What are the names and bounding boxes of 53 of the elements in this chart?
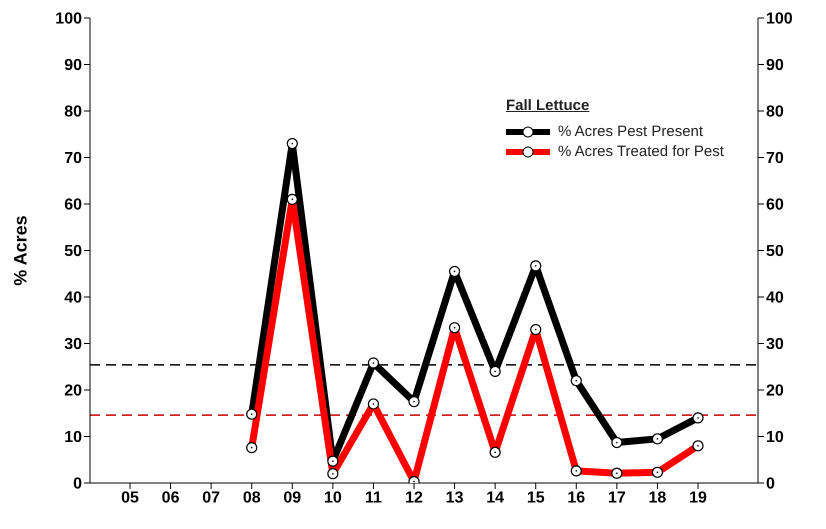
point <box>368 357 380 369</box>
x-tick-label: 18 <box>648 489 666 506</box>
point <box>448 266 460 278</box>
point <box>490 366 501 377</box>
y-tick-label: 60 <box>64 196 82 214</box>
x-tick-label: 08 <box>242 489 261 506</box>
point <box>652 433 664 444</box>
x-tick-label: 13 <box>446 489 464 506</box>
point <box>570 375 582 386</box>
y2-tick-label: 60 <box>766 196 784 214</box>
y2-tick-label: 70 <box>766 150 784 168</box>
x-tick-label: 09 <box>283 489 302 506</box>
y-axis-title: % Acres <box>10 215 30 286</box>
x-tick-label: 17 <box>608 489 626 506</box>
legend-label: % Acres Treated for Pest <box>558 142 724 162</box>
y-tick-label: 90 <box>64 57 82 74</box>
point <box>692 412 704 424</box>
point <box>246 408 258 420</box>
y2-tick-label: 80 <box>766 104 784 121</box>
x-tick-label: 07 <box>202 489 220 506</box>
y-tick-label: 40 <box>64 290 82 307</box>
point <box>530 260 542 272</box>
y-tick-label: 0 <box>73 476 82 493</box>
x-tick-label: 15 <box>526 489 545 506</box>
y-tick-label: 20 <box>64 382 82 400</box>
point <box>286 138 298 150</box>
x-tick-label: 16 <box>567 489 586 506</box>
legend-title: Fall Lettuce <box>506 96 590 116</box>
y-tick-label: 30 <box>64 336 82 354</box>
x-tick-label: 14 <box>486 489 504 506</box>
y-tick-label: 10 <box>64 429 82 446</box>
y-tick-label: 80 <box>64 104 82 121</box>
point <box>611 436 622 448</box>
legend-label: % Acres Pest Present <box>558 122 704 142</box>
x-tick-label: 06 <box>162 489 180 506</box>
y-tick-label: 70 <box>64 150 82 168</box>
y-tick-label: 50 <box>64 243 82 260</box>
point <box>408 396 420 408</box>
y2-tick-label: 40 <box>766 290 784 307</box>
y2-tick-label: 20 <box>766 382 784 400</box>
y2-tick-label: 0 <box>766 476 775 493</box>
y2-tick-label: 100 <box>766 10 793 28</box>
x-tick-label: 11 <box>364 489 382 506</box>
y-tick-label: 100 <box>55 10 82 28</box>
point <box>327 456 338 467</box>
x-tick-label: 05 <box>121 489 139 506</box>
y2-tick-label: 90 <box>766 57 784 74</box>
x-tick-label: 12 <box>405 489 423 506</box>
x-tick-label: 10 <box>324 489 342 506</box>
y2-tick-label: 50 <box>766 243 784 260</box>
y2-tick-label: 10 <box>766 429 784 446</box>
y2-tick-label: 30 <box>766 336 784 354</box>
x-tick-label: 19 <box>689 489 707 506</box>
